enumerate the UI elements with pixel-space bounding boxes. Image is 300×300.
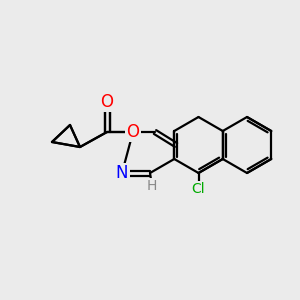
Text: Cl: Cl bbox=[192, 182, 205, 196]
Text: O: O bbox=[127, 123, 140, 141]
Text: O: O bbox=[100, 93, 113, 111]
Text: N: N bbox=[116, 164, 128, 182]
Text: H: H bbox=[147, 179, 157, 193]
